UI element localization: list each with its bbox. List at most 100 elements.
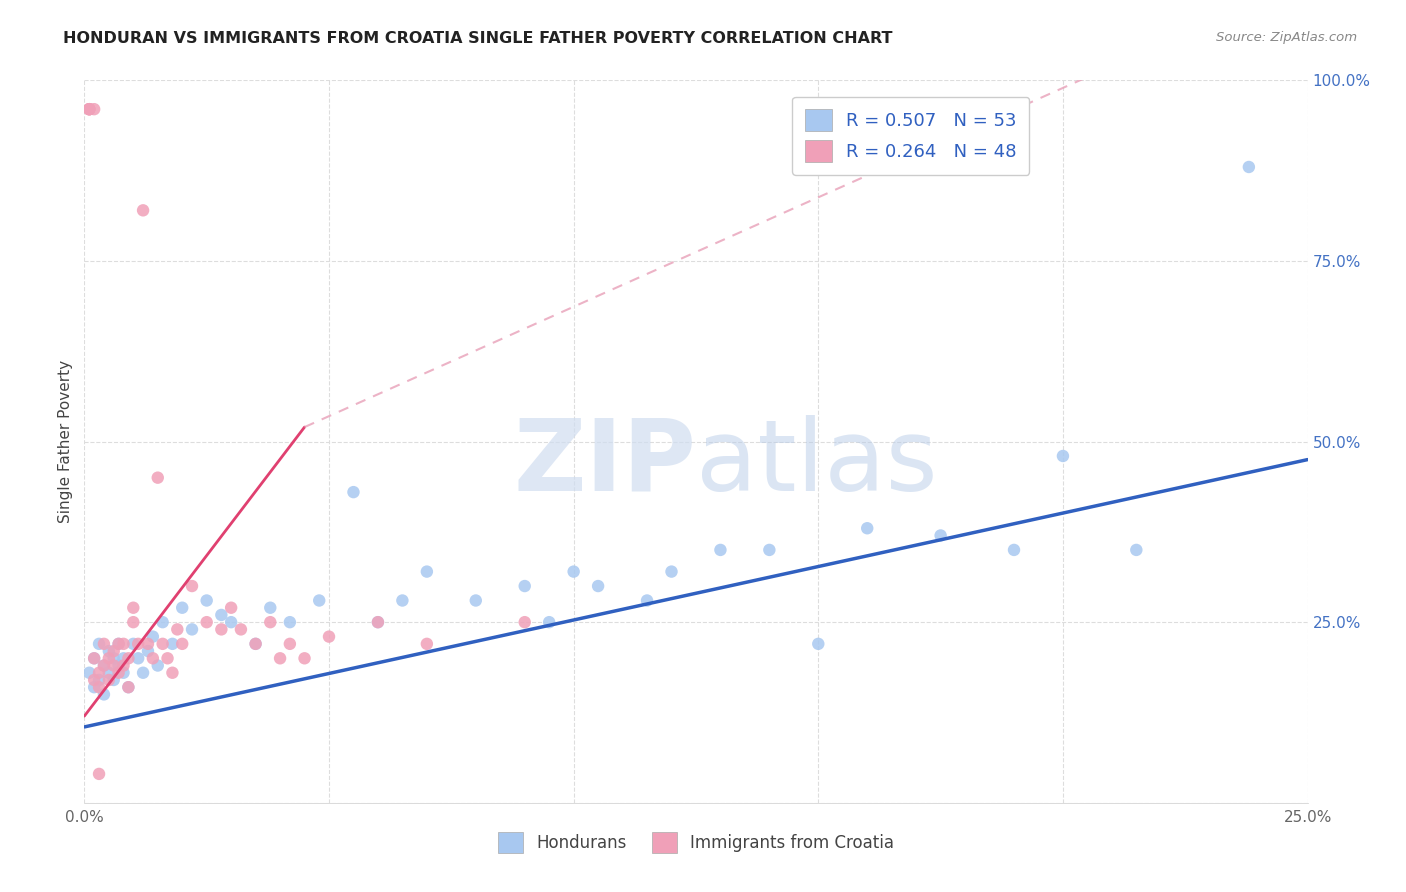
Point	[127, 637, 149, 651]
Point	[87, 673, 110, 687]
Point	[152, 615, 174, 630]
Point	[1237, 160, 1260, 174]
Point	[83, 651, 105, 665]
Point	[142, 651, 165, 665]
Point	[318, 630, 340, 644]
Point	[146, 470, 169, 484]
Point	[172, 637, 194, 651]
Point	[117, 680, 139, 694]
Point	[245, 637, 267, 651]
Text: HONDURAN VS IMMIGRANTS FROM CROATIA SINGLE FATHER POVERTY CORRELATION CHART: HONDURAN VS IMMIGRANTS FROM CROATIA SING…	[63, 31, 893, 46]
Point	[152, 637, 174, 651]
Point	[97, 644, 120, 658]
Point	[122, 637, 145, 651]
Point	[367, 615, 389, 630]
Point	[112, 651, 135, 665]
Point	[513, 615, 536, 630]
Point	[259, 600, 281, 615]
Point	[87, 680, 110, 694]
Point	[77, 102, 100, 116]
Point	[342, 485, 364, 500]
Point	[77, 102, 100, 116]
Point	[245, 637, 267, 651]
Point	[117, 651, 139, 665]
Point	[269, 651, 291, 665]
Point	[83, 673, 105, 687]
Point	[93, 658, 115, 673]
Point	[807, 637, 830, 651]
Point	[308, 593, 330, 607]
Point	[294, 651, 316, 665]
Point	[122, 600, 145, 615]
Point	[107, 637, 129, 651]
Point	[87, 637, 110, 651]
Point	[416, 565, 439, 579]
Point	[136, 637, 159, 651]
Point	[107, 658, 129, 673]
Point	[97, 673, 120, 687]
Point	[127, 651, 149, 665]
Point	[195, 593, 218, 607]
Point	[83, 102, 105, 116]
Point	[156, 651, 179, 665]
Point	[709, 542, 731, 557]
Point	[77, 102, 100, 116]
Point	[117, 680, 139, 694]
Point	[219, 615, 242, 630]
Point	[162, 637, 184, 651]
Point	[538, 615, 561, 630]
Point	[636, 593, 658, 607]
Point	[93, 658, 115, 673]
Point	[146, 658, 169, 673]
Point	[87, 767, 110, 781]
Point	[132, 203, 155, 218]
Point	[181, 623, 204, 637]
Point	[87, 665, 110, 680]
Point	[367, 615, 389, 630]
Point	[1002, 542, 1025, 557]
Point	[97, 665, 120, 680]
Point	[758, 542, 780, 557]
Point	[513, 579, 536, 593]
Point	[103, 651, 125, 665]
Point	[142, 630, 165, 644]
Point	[1125, 542, 1147, 557]
Point	[103, 658, 125, 673]
Point	[416, 637, 439, 651]
Point	[195, 615, 218, 630]
Point	[83, 651, 105, 665]
Point	[586, 579, 609, 593]
Point	[209, 623, 232, 637]
Point	[1052, 449, 1074, 463]
Point	[391, 593, 413, 607]
Point	[229, 623, 252, 637]
Text: Source: ZipAtlas.com: Source: ZipAtlas.com	[1216, 31, 1357, 45]
Point	[93, 687, 115, 701]
Point	[209, 607, 232, 622]
Point	[132, 665, 155, 680]
Point	[77, 665, 100, 680]
Point	[278, 615, 301, 630]
Point	[661, 565, 683, 579]
Point	[166, 623, 188, 637]
Point	[103, 644, 125, 658]
Point	[83, 680, 105, 694]
Point	[112, 658, 135, 673]
Y-axis label: Single Father Poverty: Single Father Poverty	[58, 360, 73, 523]
Legend: Hondurans, Immigrants from Croatia: Hondurans, Immigrants from Croatia	[491, 826, 901, 860]
Point	[929, 528, 952, 542]
Point	[219, 600, 242, 615]
Point	[464, 593, 486, 607]
Point	[103, 673, 125, 687]
Point	[122, 615, 145, 630]
Point	[562, 565, 585, 579]
Point	[77, 102, 100, 116]
Point	[181, 579, 204, 593]
Point	[162, 665, 184, 680]
Point	[107, 665, 129, 680]
Point	[112, 637, 135, 651]
Point	[136, 644, 159, 658]
Point	[278, 637, 301, 651]
Point	[112, 665, 135, 680]
Point	[259, 615, 281, 630]
